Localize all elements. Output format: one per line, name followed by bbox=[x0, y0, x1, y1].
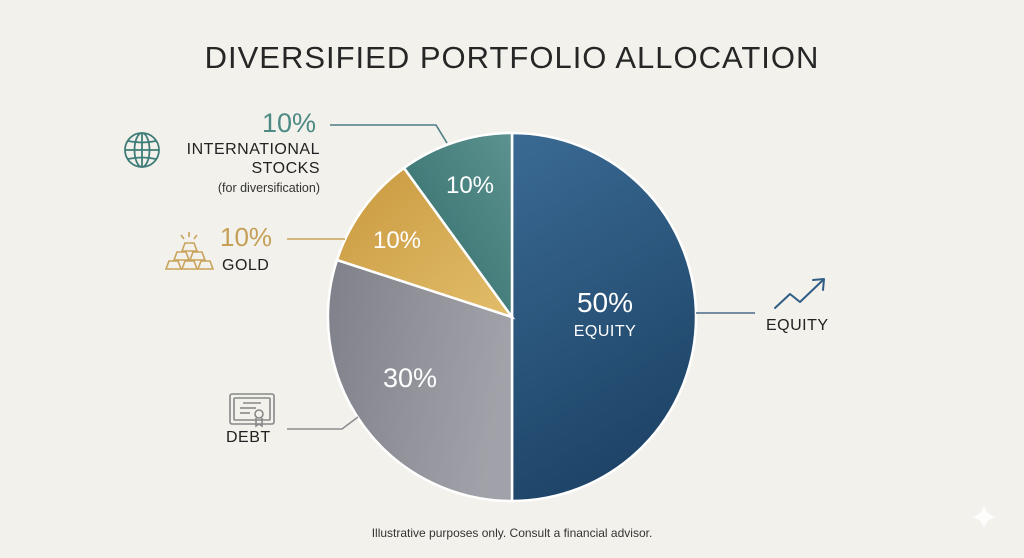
callout-debt-name: DEBT bbox=[226, 429, 271, 446]
footnote: Illustrative purposes only. Consult a fi… bbox=[371, 526, 653, 540]
slice-debt bbox=[326, 258, 514, 503]
slice-equity-name: EQUITY bbox=[573, 323, 637, 340]
slice-gold bbox=[335, 166, 516, 320]
callout-international-pct: 10% bbox=[262, 108, 317, 138]
gold-bars-icon bbox=[164, 232, 215, 270]
callout-international-line2: STOCKS bbox=[251, 160, 320, 177]
callout-gold-pct: 10% bbox=[220, 222, 273, 252]
certificate-icon bbox=[229, 393, 275, 428]
callout-international-sub: (for diversification) bbox=[217, 181, 320, 195]
callout-international-line1: INTERNATIONAL bbox=[186, 141, 320, 158]
slice-equity bbox=[510, 131, 698, 503]
chart-title: DIVERSIFIED PORTFOLIO ALLOCATION bbox=[204, 40, 820, 75]
callout-equity-name: EQUITY bbox=[766, 317, 829, 334]
slice-debt-pct: 30% bbox=[382, 363, 438, 393]
leader-line-international bbox=[330, 124, 448, 144]
slice-international bbox=[402, 131, 514, 321]
sparkle-icon bbox=[972, 505, 996, 529]
slice-international-pct: 10% bbox=[445, 172, 495, 199]
callout-international-name: INTERNATIONAL STOCKS bbox=[170, 140, 320, 178]
slice-equity-pct: 50% bbox=[576, 287, 634, 318]
slice-gold-pct: 10% bbox=[372, 227, 422, 254]
leader-line-debt bbox=[287, 416, 359, 430]
trend-up-arrow-icon bbox=[774, 278, 825, 309]
globe-icon bbox=[124, 132, 160, 168]
callout-gold-name: GOLD bbox=[222, 257, 270, 274]
